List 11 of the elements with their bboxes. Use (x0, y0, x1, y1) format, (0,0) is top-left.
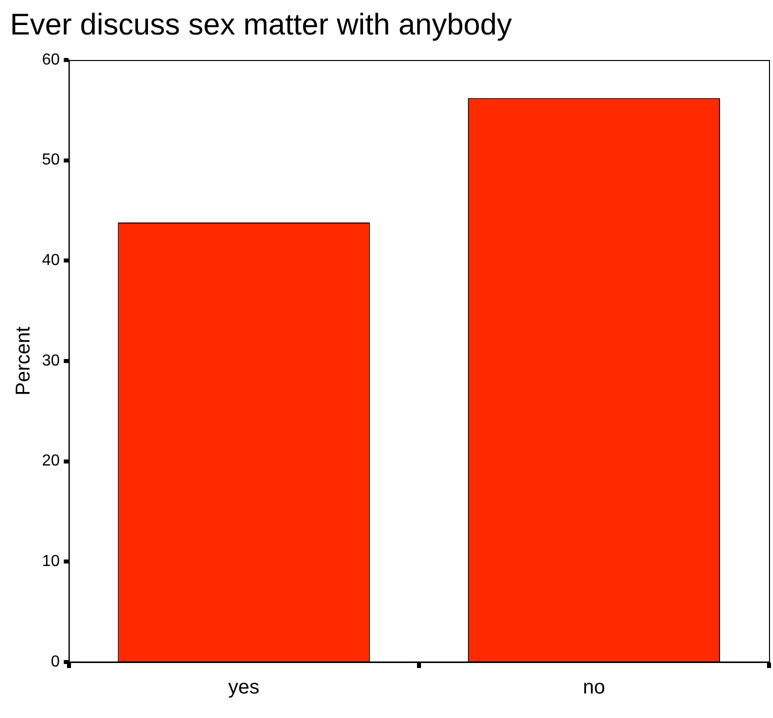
x-tick-label: yes (228, 676, 260, 699)
chart-title: Ever discuss sex matter with anybody (10, 8, 512, 42)
y-tick-label: 50 (42, 152, 60, 169)
y-tick-label: 10 (42, 553, 60, 570)
y-tick-label: 30 (42, 352, 60, 370)
y-axis-title: Percent (12, 326, 35, 396)
x-tick-label: no (582, 676, 606, 699)
y-tick-label: 0 (50, 653, 60, 670)
y-tick-label: 40 (42, 252, 60, 270)
y-tick-label: 20 (42, 452, 60, 470)
y-tick-label: 60 (42, 51, 60, 68)
